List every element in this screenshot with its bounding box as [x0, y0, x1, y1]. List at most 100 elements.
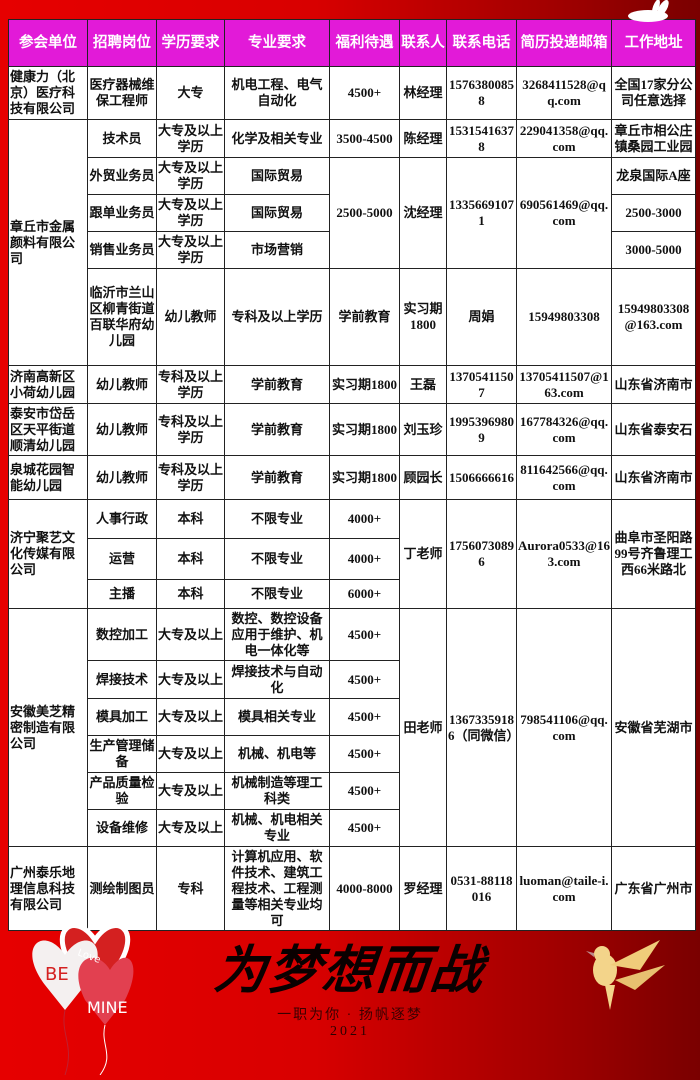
cell-email[interactable]: 15949803308 [516, 268, 612, 366]
table-row: 济宁聚艺文化传媒有限公司 人事行政 本科 不限专业 4000+ 丁老师 1756073089… [8, 499, 696, 609]
cell-major: 模具相关专业 [224, 698, 330, 736]
cell-contact: 林经理 [399, 66, 447, 120]
cell-contact: 实习期1800 [399, 268, 447, 366]
cell-position: 技术员 [87, 119, 157, 158]
cell-major: 国际贸易 [224, 157, 330, 195]
cell-address: 山东省济南市 [611, 365, 696, 404]
cell-major: 国际贸易 [224, 194, 330, 232]
cell-position: 数控加工 [87, 608, 157, 661]
cell-contact: 沈经理 [399, 157, 447, 269]
cell-position: 主播 [87, 579, 157, 609]
cell-major: 机电工程、电气自动化 [224, 66, 330, 120]
header-position: 招聘岗位 [87, 19, 157, 67]
cell-major: 机械制造等理工科类 [224, 772, 330, 810]
cell-phone: 1506666616 [446, 455, 517, 500]
cell-major: 学前教育 [224, 365, 330, 404]
cell-address: 章丘市相公庄镇桑园工业园 [611, 119, 696, 158]
header-education: 学历要求 [156, 19, 225, 67]
cell-position: 幼儿教师 [87, 365, 157, 404]
cell-position: 临沂市兰山区柳青街道百联华府幼儿园 [87, 268, 157, 366]
cell-salary: 3500-4500 [329, 119, 400, 158]
cell-position: 生产管理储备 [87, 735, 157, 773]
cell-company: 泉城花园智能幼儿园 [8, 455, 88, 500]
cell-email[interactable]: Aurora0533@163.com [516, 499, 612, 609]
cell-company: 安徽美芝精密制造有限公司 [8, 608, 88, 847]
cell-position: 设备维修 [87, 809, 157, 847]
job-fair-table-container: 参会单位 招聘岗位 学历要求 专业要求 福利待遇 联系人 联系电话 简历投递邮箱 工作地址 健康… [8, 19, 696, 931]
cell-address: 广东省广州市 [611, 846, 696, 931]
cell-position: 产品质量检验 [87, 772, 157, 810]
cell-company: 章丘市金属颜料有限公司 [8, 119, 88, 366]
table-row: 运营 本科 不限专业 4000+ [9, 538, 696, 580]
cell-major: 数控、数控设备应用于维护、机电一体化等 [224, 608, 330, 661]
header-email: 简历投递邮箱 [516, 19, 612, 67]
cell-education: 专科 [156, 846, 225, 931]
cell-education: 本科 [156, 538, 225, 580]
rabbit-icon [618, 0, 678, 27]
cell-major: 计算机应用、软件技术、建筑工程技术、工程测量等相关专业均可 [224, 846, 330, 931]
cell-education: 大专及以上 [156, 660, 225, 699]
cell-major: 焊接技术与自动化 [224, 660, 330, 699]
table-row: 泉城花园智能幼儿园 幼儿教师 专科及以上学历 学前教育 实习期1800 顾园长 150666… [8, 455, 696, 500]
cell-company: 健康力（北京）医疗科技有限公司 [8, 66, 88, 120]
cell-email[interactable]: 167784326@qq.com [516, 403, 612, 456]
table-row: 泰安市岱岳区天平街道顺清幼儿园 幼儿教师 专科及以上学历 学前教育 实习期1800 刘玉珍… [8, 403, 696, 456]
cell-major: 化学及相关专业 [224, 119, 330, 158]
bird-icon [580, 940, 670, 1015]
cell-contact: 陈经理 [399, 119, 447, 158]
cell-email[interactable]: 3268411528@qq.com [516, 66, 612, 120]
cell-education: 专科及以上学历 [156, 365, 225, 404]
cell-contact: 丁老师 [399, 499, 447, 609]
cell-education: 大专及以上学历 [156, 157, 225, 195]
header-salary: 福利待遇 [329, 19, 400, 67]
cell-contact: 王磊 [399, 365, 447, 404]
header-address: 工作地址 [611, 19, 696, 67]
cell-phone: 15763800858 [446, 66, 517, 120]
cell-major: 学前教育 [224, 455, 330, 500]
cell-company: 泰安市岱岳区天平街道顺清幼儿园 [8, 403, 88, 456]
cell-email[interactable]: 13705411507@163.com [516, 365, 612, 404]
cell-phone: 15315416378 [446, 119, 517, 158]
cell-contact: 罗经理 [399, 846, 447, 931]
cell-education: 大专及以上 [156, 735, 225, 773]
cell-position: 销售业务员 [87, 231, 157, 269]
cell-salary: 实习期1800 [329, 455, 400, 500]
cell-address: 2500-3000 [611, 194, 696, 232]
table-row: 产品质量检验 大专及以上 机械制造等理工科类 4500+ [9, 772, 696, 810]
cell-address: 15949803308@163.com [611, 268, 696, 366]
cell-company: 广州泰乐地理信息科技有限公司 [8, 846, 88, 931]
table-row: 焊接技术 大专及以上 焊接技术与自动化 4500+ [9, 660, 696, 699]
balloon-be-text: BE [45, 964, 69, 985]
cell-major: 市场营销 [224, 231, 330, 269]
cell-salary: 4500+ [329, 66, 400, 120]
cell-phone: 13673359186（同微信） [446, 608, 517, 847]
cell-position: 模具加工 [87, 698, 157, 736]
cell-email[interactable]: 229041358@qq.com [516, 119, 612, 158]
cell-salary: 4500+ [329, 772, 400, 810]
cell-education: 大专及以上学历 [156, 119, 225, 158]
cell-position: 幼儿教师 [87, 455, 157, 500]
table-row: 广州泰乐地理信息科技有限公司 测绘制图员 专科 计算机应用、软件技术、建筑工程技术、工… [8, 846, 696, 931]
cell-email[interactable]: luoman@taile-i.com [516, 846, 612, 931]
cell-education: 大专及以上 [156, 772, 225, 810]
cell-email[interactable]: 811642566@qq.com [516, 455, 612, 500]
cell-email[interactable]: 690561469@qq.com [516, 157, 612, 269]
cell-salary: 4500+ [329, 608, 400, 661]
header-company: 参会单位 [8, 19, 88, 67]
cell-salary: 实习期1800 [329, 365, 400, 404]
cell-position: 人事行政 [87, 499, 157, 539]
cell-position: 幼儿教师 [87, 403, 157, 456]
cell-salary: 学前教育 [329, 268, 400, 366]
cell-education: 大专及以上 [156, 698, 225, 736]
balloon-mine-text: MINE [87, 998, 128, 1017]
cell-address: 山东省济南市 [611, 455, 696, 500]
cell-salary: 4500+ [329, 698, 400, 736]
cell-email[interactable]: 798541106@qq.com [516, 608, 612, 847]
cell-contact: 顾园长 [399, 455, 447, 500]
cell-education: 大专及以上学历 [156, 194, 225, 232]
cell-position: 外贸业务员 [87, 157, 157, 195]
slogan-subtitle: 一职为你 · 扬帆逐梦 [277, 1008, 423, 1023]
cell-salary: 6000+ [329, 579, 400, 609]
cell-education: 本科 [156, 499, 225, 539]
cell-salary: 4500+ [329, 809, 400, 847]
